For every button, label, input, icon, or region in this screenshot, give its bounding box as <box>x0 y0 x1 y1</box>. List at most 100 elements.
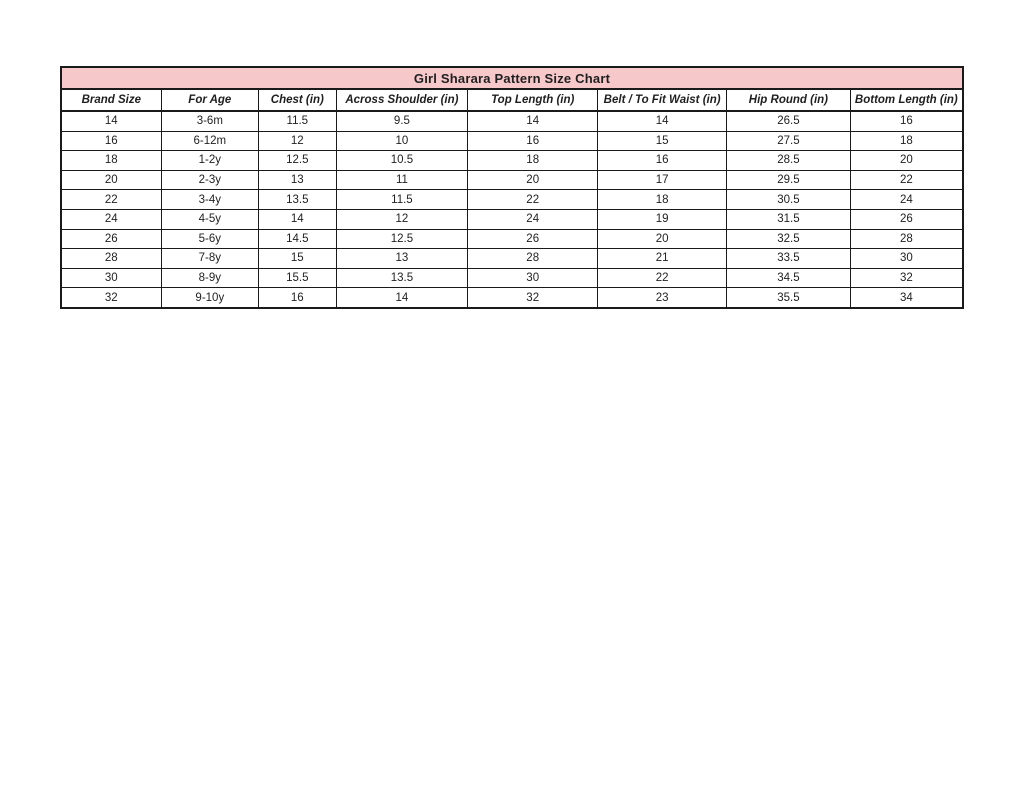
table-cell: 23 <box>597 287 728 309</box>
table-cell: 28 <box>849 228 964 250</box>
column-header: Brand Size <box>60 88 162 112</box>
table-cell: 26 <box>60 228 162 250</box>
table-cell: 32 <box>467 287 599 309</box>
table-cell: 27.5 <box>726 130 851 152</box>
table-row: 14 3-6m 11.5 9.5 14 14 26.5 16 <box>60 110 964 132</box>
table-cell: 18 <box>597 189 728 210</box>
table-cell: 4-5y <box>160 208 260 230</box>
table-cell: 15 <box>258 248 337 269</box>
table-cell: 17 <box>597 169 728 191</box>
table-cell: 16 <box>467 130 599 152</box>
table-cell: 9.5 <box>335 110 469 132</box>
table-row: 22 3-4y 13.5 11.5 22 18 30.5 24 <box>60 189 964 210</box>
table-cell: 31.5 <box>726 208 851 230</box>
table-cell: 32.5 <box>726 228 851 250</box>
table-cell: 28 <box>467 248 599 269</box>
column-header: Top Length (in) <box>467 88 599 112</box>
table-cell: 12 <box>258 130 337 152</box>
column-header: Across Shoulder (in) <box>335 88 469 112</box>
table-cell: 22 <box>849 169 964 191</box>
table-cell: 11.5 <box>258 110 337 132</box>
table-cell: 1-2y <box>160 150 260 171</box>
table-cell: 16 <box>60 130 162 152</box>
table-cell: 20 <box>597 228 728 250</box>
table-cell: 3-6m <box>160 110 260 132</box>
table-cell: 2-3y <box>160 169 260 191</box>
table-cell: 33.5 <box>726 248 851 269</box>
table-cell: 13 <box>335 248 469 269</box>
table-row: 28 7-8y 15 13 28 21 33.5 30 <box>60 248 964 269</box>
table-cell: 7-8y <box>160 248 260 269</box>
table-cell: 20 <box>467 169 599 191</box>
table-cell: 26 <box>467 228 599 250</box>
column-header: Belt / To Fit Waist (in) <box>597 88 728 112</box>
table-cell: 12 <box>335 208 469 230</box>
table-cell: 30 <box>60 267 162 289</box>
table-cell: 14 <box>597 110 728 132</box>
table-cell: 18 <box>60 150 162 171</box>
table-cell: 12.5 <box>335 228 469 250</box>
size-chart-body: 14 3-6m 11.5 9.5 14 14 26.5 16 16 6-12m 12 10 16 15 27… <box>60 110 964 309</box>
column-header-row: Brand Size For Age Chest (in) Across Should… <box>60 88 964 112</box>
table-cell: 14 <box>335 287 469 309</box>
table-cell: 14 <box>467 110 599 132</box>
table-cell: 9-10y <box>160 287 260 309</box>
table-cell: 13 <box>258 169 337 191</box>
table-cell: 13.5 <box>258 189 337 210</box>
table-cell: 6-12m <box>160 130 260 152</box>
table-cell: 10.5 <box>335 150 469 171</box>
table-cell: 21 <box>597 248 728 269</box>
table-cell: 30 <box>849 248 964 269</box>
table-cell: 15.5 <box>258 267 337 289</box>
table-cell: 14.5 <box>258 228 337 250</box>
table-row: 26 5-6y 14.5 12.5 26 20 32.5 28 <box>60 228 964 250</box>
table-cell: 20 <box>849 150 964 171</box>
table-cell: 30.5 <box>726 189 851 210</box>
table-cell: 14 <box>258 208 337 230</box>
table-cell: 34 <box>849 287 964 309</box>
table-cell: 29.5 <box>726 169 851 191</box>
table-cell: 11 <box>335 169 469 191</box>
table-row: 32 9-10y 16 14 32 23 35.5 34 <box>60 287 964 309</box>
table-cell: 24 <box>467 208 599 230</box>
table-cell: 14 <box>60 110 162 132</box>
table-cell: 22 <box>467 189 599 210</box>
chart-title: Girl Sharara Pattern Size Chart <box>60 66 964 90</box>
table-row: 20 2-3y 13 11 20 17 29.5 22 <box>60 169 964 191</box>
table-cell: 18 <box>849 130 964 152</box>
table-cell: 32 <box>849 267 964 289</box>
column-header: For Age <box>160 88 260 112</box>
table-cell: 16 <box>597 150 728 171</box>
table-row: 18 1-2y 12.5 10.5 18 16 28.5 20 <box>60 150 964 171</box>
table-cell: 11.5 <box>335 189 469 210</box>
table-cell: 24 <box>849 189 964 210</box>
table-cell: 35.5 <box>726 287 851 309</box>
table-row: 16 6-12m 12 10 16 15 27.5 18 <box>60 130 964 152</box>
size-chart-container: Girl Sharara Pattern Size Chart Brand Si… <box>60 66 964 309</box>
table-cell: 19 <box>597 208 728 230</box>
table-cell: 24 <box>60 208 162 230</box>
table-cell: 5-6y <box>160 228 260 250</box>
table-cell: 20 <box>60 169 162 191</box>
chart-title-row: Girl Sharara Pattern Size Chart <box>60 66 964 90</box>
table-cell: 18 <box>467 150 599 171</box>
table-cell: 12.5 <box>258 150 337 171</box>
table-cell: 10 <box>335 130 469 152</box>
table-cell: 26 <box>849 208 964 230</box>
table-cell: 28 <box>60 248 162 269</box>
column-header: Bottom Length (in) <box>849 88 964 112</box>
table-cell: 16 <box>258 287 337 309</box>
table-cell: 34.5 <box>726 267 851 289</box>
size-chart-table: Girl Sharara Pattern Size Chart Brand Si… <box>60 66 964 309</box>
table-row: 30 8-9y 15.5 13.5 30 22 34.5 32 <box>60 267 964 289</box>
table-cell: 28.5 <box>726 150 851 171</box>
table-cell: 26.5 <box>726 110 851 132</box>
table-cell: 30 <box>467 267 599 289</box>
table-cell: 22 <box>60 189 162 210</box>
table-cell: 32 <box>60 287 162 309</box>
column-header: Chest (in) <box>258 88 337 112</box>
table-cell: 13.5 <box>335 267 469 289</box>
table-row: 24 4-5y 14 12 24 19 31.5 26 <box>60 208 964 230</box>
table-cell: 3-4y <box>160 189 260 210</box>
